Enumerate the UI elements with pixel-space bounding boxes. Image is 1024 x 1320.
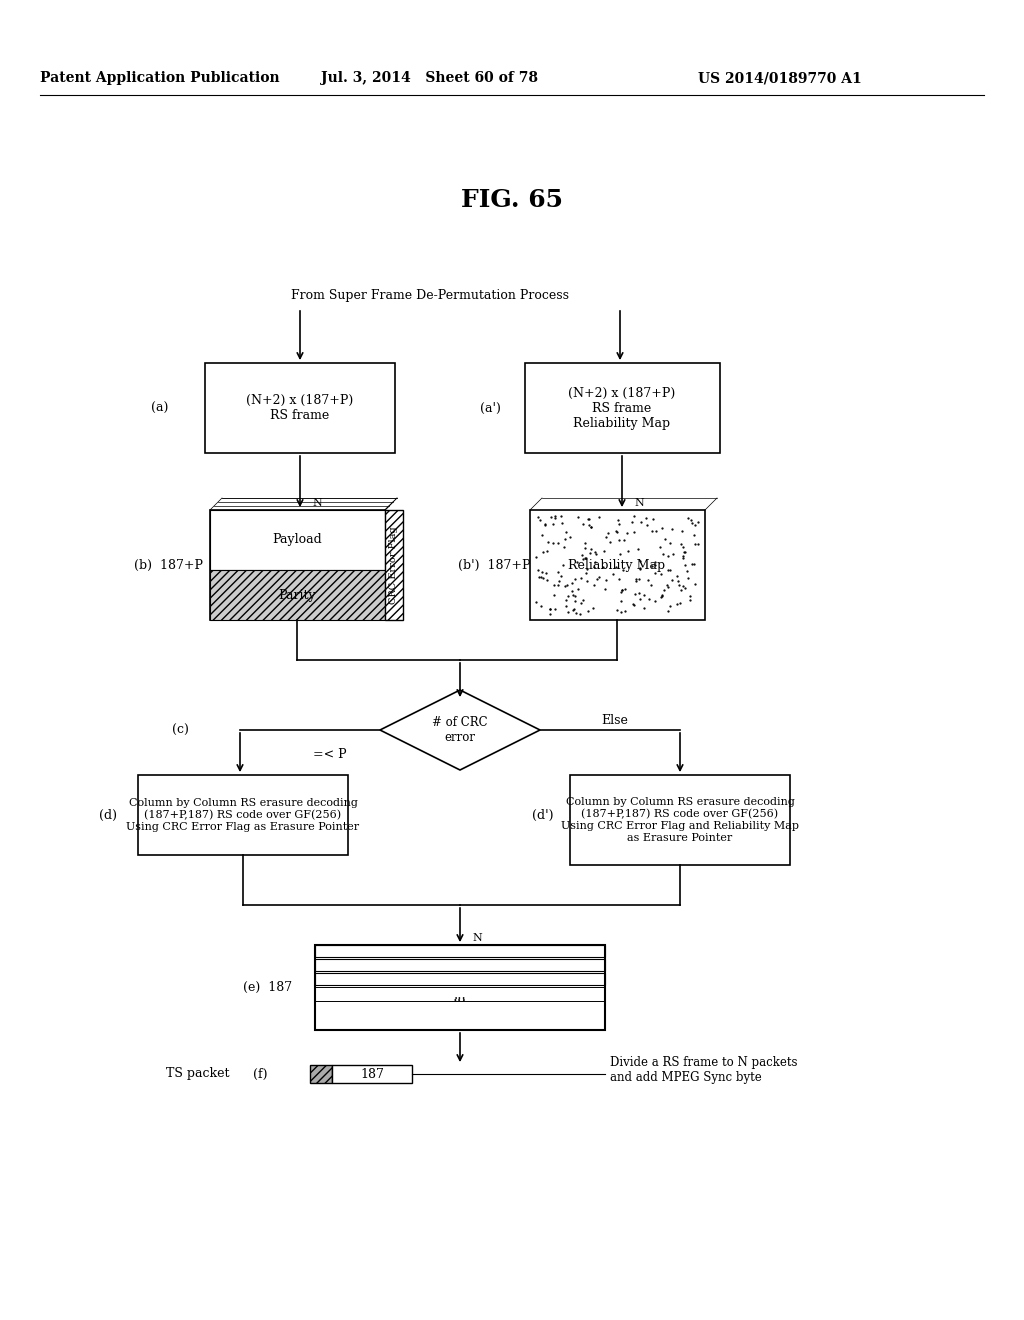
Text: Column by Column RS erasure decoding
(187+P,187) RS code over GF(256)
Using CRC : Column by Column RS erasure decoding (18…: [561, 797, 799, 842]
Text: ...: ...: [454, 987, 466, 1002]
Bar: [138, 775, 348, 855]
Text: Payload: Payload: [272, 532, 322, 545]
Bar: [205, 363, 395, 453]
Text: (b)  187+P: (b) 187+P: [133, 558, 203, 572]
Bar: [315, 960, 605, 972]
Text: (d): (d): [99, 808, 117, 821]
Text: (a): (a): [152, 401, 169, 414]
Text: (c): (c): [172, 723, 188, 737]
Bar: [315, 973, 605, 985]
Text: Else: Else: [601, 714, 629, 726]
Bar: [385, 510, 403, 620]
Bar: [210, 510, 385, 620]
Text: (a'): (a'): [479, 401, 501, 414]
Bar: [210, 570, 385, 620]
Text: Parity: Parity: [279, 589, 315, 602]
Text: From Super Frame De-Permutation Process: From Super Frame De-Permutation Process: [291, 289, 569, 301]
Text: TS packet: TS packet: [167, 1068, 230, 1081]
Text: # of CRC
error: # of CRC error: [432, 715, 487, 744]
Text: Divide a RS frame to N packets
and add MPEG Sync byte: Divide a RS frame to N packets and add M…: [610, 1056, 798, 1084]
Text: =< P: =< P: [313, 748, 347, 762]
Text: Patent Application Publication: Patent Application Publication: [40, 71, 280, 84]
Text: ...: ...: [453, 990, 467, 1005]
Text: (f): (f): [253, 1068, 267, 1081]
Text: Jul. 3, 2014   Sheet 60 of 78: Jul. 3, 2014 Sheet 60 of 78: [322, 71, 539, 84]
Bar: [315, 945, 605, 957]
Text: US 2014/0189770 A1: US 2014/0189770 A1: [698, 71, 862, 84]
Text: N: N: [634, 498, 644, 508]
Text: Column by Column RS erasure decoding
(187+P,187) RS code over GF(256)
Using CRC : Column by Column RS erasure decoding (18…: [126, 799, 359, 832]
Text: 187: 187: [360, 1068, 384, 1081]
Text: (N+2) x (187+P)
RS frame: (N+2) x (187+P) RS frame: [247, 393, 353, 422]
Bar: [310, 1065, 332, 1082]
Text: N: N: [312, 498, 322, 508]
Bar: [210, 510, 385, 570]
Text: Reliability Map: Reliability Map: [568, 558, 666, 572]
Polygon shape: [380, 690, 540, 770]
Text: (N+2) x (187+P)
RS frame
Reliability Map: (N+2) x (187+P) RS frame Reliability Map: [568, 387, 676, 429]
Bar: [525, 363, 720, 453]
Text: FIG. 65: FIG. 65: [461, 187, 563, 213]
Bar: [315, 945, 605, 1030]
Text: (e)  187: (e) 187: [244, 981, 293, 994]
Text: N: N: [472, 933, 481, 942]
Text: CRC Error Flag: CRC Error Flag: [389, 527, 398, 603]
Bar: [332, 1065, 412, 1082]
Text: (b')  187+P: (b') 187+P: [458, 558, 530, 572]
Text: (d'): (d'): [532, 808, 554, 821]
Bar: [570, 775, 790, 865]
Bar: [530, 510, 705, 620]
